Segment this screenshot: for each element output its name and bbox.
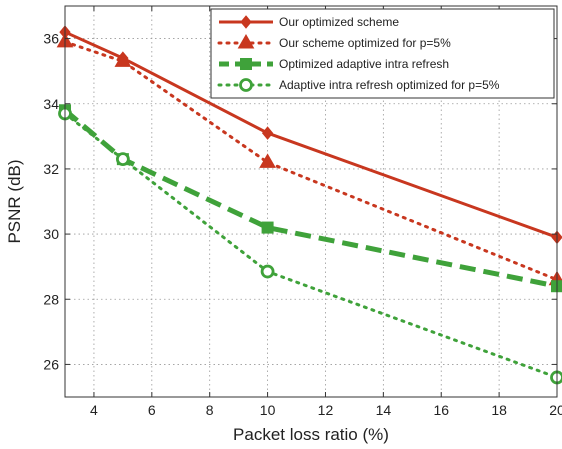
y-tick-label: 30 <box>43 226 59 242</box>
series-line-1 <box>64 30 558 239</box>
marker-layer <box>56 25 562 385</box>
x-tick-label: 14 <box>376 402 392 418</box>
x-tick-label: 10 <box>260 402 276 418</box>
series-line-4 <box>63 112 559 379</box>
legend: Our optimized scheme Our scheme optimized… <box>210 8 555 99</box>
series-line-3 <box>63 108 558 289</box>
series-layer <box>63 30 559 379</box>
x-tick-label: 16 <box>433 402 449 418</box>
data-point-series-2 <box>114 52 132 67</box>
x-tick-label: 12 <box>318 402 334 418</box>
y-tick-label: 32 <box>43 161 59 177</box>
legend-label-2: Our scheme optimized for p=5% <box>279 36 451 50</box>
legend-marker-4 <box>239 78 253 92</box>
data-point-series-3 <box>261 221 274 234</box>
x-tick-label: 18 <box>491 402 507 418</box>
legend-marker-3 <box>240 58 252 70</box>
y-axis-label: PSNR (dB) <box>5 159 24 243</box>
x-tick-label: 20 <box>549 402 562 418</box>
x-tick-label: 6 <box>148 402 156 418</box>
y-tick-label: 34 <box>43 96 59 112</box>
y-tick-label: 26 <box>43 356 59 372</box>
data-point-series-1 <box>261 126 274 140</box>
x-axis-label: Packet loss ratio (%) <box>233 425 389 444</box>
data-point-series-4 <box>260 264 275 279</box>
data-point-series-4 <box>115 152 130 167</box>
y-tick-label: 28 <box>43 291 59 307</box>
x-tick-label: 4 <box>90 402 98 418</box>
legend-marker-1 <box>240 15 252 29</box>
x-tick-label: 8 <box>206 402 214 418</box>
plot-area-frame <box>64 5 558 398</box>
legend-marker-2 <box>237 33 255 49</box>
legend-label-4: Adaptive intra refresh optimized for p=5… <box>279 78 500 92</box>
tick-layer: 4 6 8 10 12 14 16 18 20 26 28 30 32 34 36 <box>43 6 562 418</box>
y-tick-label: 36 <box>43 31 59 47</box>
series-line-2 <box>63 40 559 282</box>
legend-label-1: Our optimized scheme <box>279 15 399 29</box>
legend-box <box>210 8 555 99</box>
data-point-series-2 <box>259 153 276 168</box>
legend-label-3: Optimized adaptive intra refresh <box>279 57 449 71</box>
